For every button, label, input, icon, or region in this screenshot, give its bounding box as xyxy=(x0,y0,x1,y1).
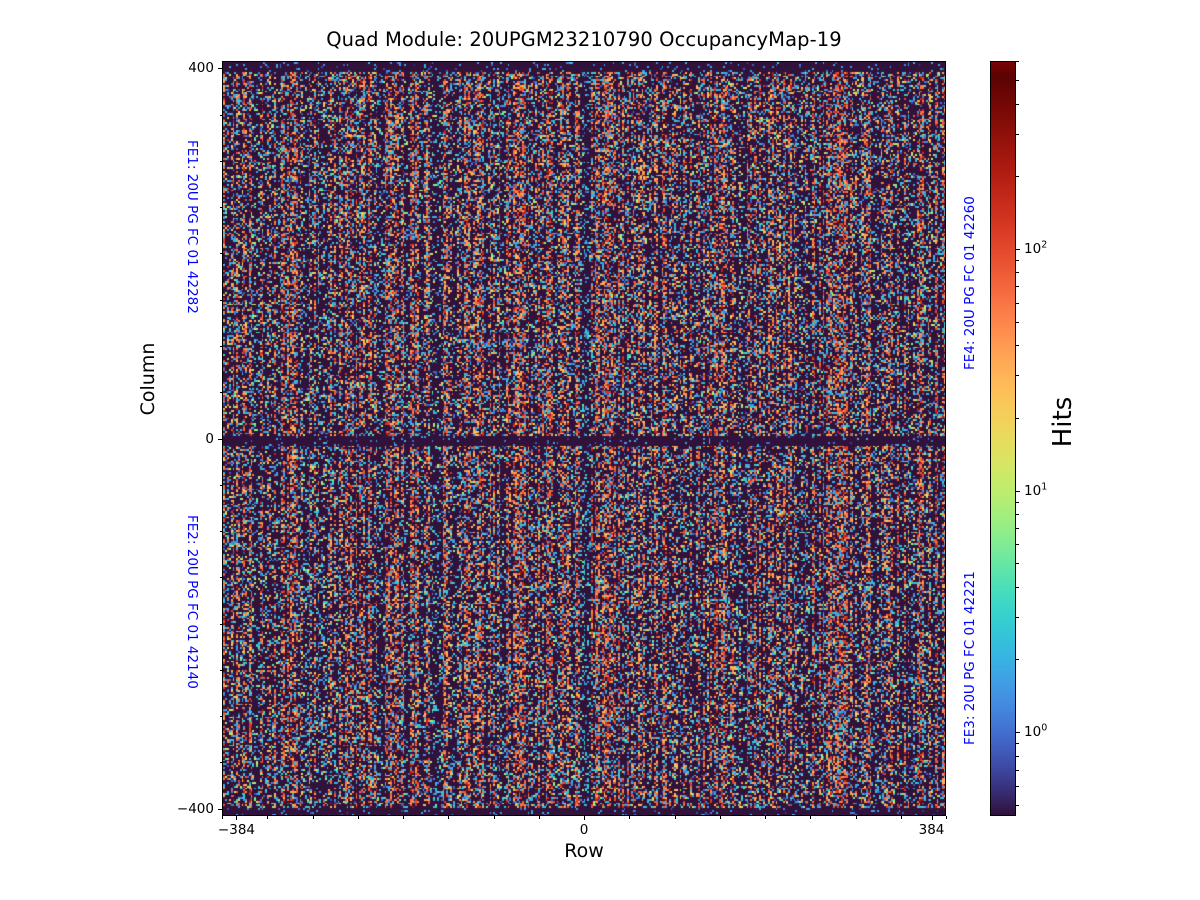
y-major-tick xyxy=(218,438,222,440)
y-minor-tick xyxy=(219,253,222,255)
occupancy-heatmap-axes xyxy=(222,61,946,816)
colorbar-minor-tick xyxy=(1016,755,1019,757)
x-minor-tick xyxy=(765,816,766,819)
y-tick-label: 0 xyxy=(205,430,214,447)
x-minor-tick xyxy=(629,816,631,819)
colorbar-minor-tick xyxy=(1016,176,1019,178)
colorbar-minor-tick xyxy=(1016,321,1019,323)
colorbar-major-tick xyxy=(1016,249,1020,250)
colorbar-minor-tick xyxy=(1016,514,1019,516)
x-minor-tick xyxy=(810,816,812,819)
x-major-tick xyxy=(931,816,933,820)
y-tick-label: −400 xyxy=(176,800,214,817)
colorbar-minor-tick xyxy=(1016,80,1019,82)
y-minor-tick xyxy=(219,207,222,209)
page-title: Quad Module: 20UPGM23210790 OccupancyMap… xyxy=(326,28,842,51)
colorbar-minor-tick xyxy=(1016,804,1019,806)
x-minor-tick xyxy=(538,816,540,819)
colorbar-tick-label: 101 xyxy=(1024,481,1048,499)
colorbar-minor-tick xyxy=(1016,133,1019,135)
colorbar-minor-tick xyxy=(1016,659,1019,661)
x-minor-tick xyxy=(719,816,721,819)
y-minor-tick xyxy=(219,160,222,162)
colorbar-minor-tick xyxy=(1016,769,1019,771)
colorbar-minor-tick xyxy=(1016,260,1019,262)
y-tick-label: 400 xyxy=(188,60,214,77)
colorbar-tick-label: 100 xyxy=(1024,722,1048,741)
colorbar-minor-tick xyxy=(1016,302,1019,304)
colorbar-minor-tick xyxy=(1016,375,1019,377)
colorbar xyxy=(990,61,1016,816)
colorbar-minor-tick xyxy=(1016,103,1019,105)
x-minor-tick xyxy=(900,816,902,819)
x-tick-label: −384 xyxy=(217,822,256,838)
colorbar-minor-tick xyxy=(1016,544,1019,546)
colorbar-minor-tick xyxy=(1016,586,1019,588)
colorbar-minor-tick xyxy=(1016,417,1019,419)
y-minor-tick xyxy=(219,484,222,486)
x-minor-tick xyxy=(674,816,676,819)
x-minor-tick xyxy=(946,816,947,819)
x-minor-tick xyxy=(312,816,314,819)
y-axis-label: Column xyxy=(137,342,159,416)
y-minor-tick xyxy=(219,762,222,764)
colorbar-minor-tick xyxy=(1016,61,1019,62)
colorbar-major-tick xyxy=(1016,490,1020,492)
y-minor-tick xyxy=(219,345,222,347)
colorbar-minor-tick xyxy=(1016,563,1019,565)
colorbar-minor-tick xyxy=(1016,501,1019,503)
y-minor-tick xyxy=(219,392,222,394)
x-minor-tick xyxy=(403,816,404,819)
x-minor-tick xyxy=(357,816,359,819)
y-minor-tick xyxy=(219,716,222,718)
annotation-fe2: FE2: 20U PG FC 01 42140 xyxy=(184,515,200,689)
colorbar-minor-tick xyxy=(1016,345,1019,347)
heatmap-image xyxy=(223,62,945,815)
y-minor-tick xyxy=(219,299,222,301)
colorbar-minor-tick xyxy=(1016,272,1019,274)
colorbar-minor-tick xyxy=(1016,286,1019,288)
colorbar-major-tick xyxy=(1016,732,1020,734)
y-major-tick xyxy=(218,808,222,810)
x-minor-tick xyxy=(493,816,495,819)
x-tick-label: 384 xyxy=(918,822,945,838)
colorbar-tick-label: 102 xyxy=(1024,239,1048,257)
colorbar-minor-tick xyxy=(1016,743,1019,745)
colorbar-minor-tick xyxy=(1016,616,1019,618)
colorbar-minor-tick xyxy=(1016,528,1019,530)
colorbar-label: Hits xyxy=(1048,396,1078,448)
colorbar-minor-tick xyxy=(1016,785,1019,787)
y-minor-tick xyxy=(219,577,222,579)
y-minor-tick xyxy=(219,669,222,671)
x-minor-tick xyxy=(267,816,269,819)
x-minor-tick xyxy=(855,816,857,819)
colorbar-gradient xyxy=(991,62,1015,815)
annotation-fe4: FE4: 20U PG FC 01 42260 xyxy=(962,196,978,370)
x-major-tick xyxy=(584,816,585,820)
x-axis-label: Row xyxy=(564,840,604,862)
x-minor-tick xyxy=(222,816,223,819)
y-major-tick xyxy=(218,68,222,70)
x-tick-label: 0 xyxy=(579,822,589,838)
y-minor-tick xyxy=(219,114,222,116)
y-minor-tick xyxy=(219,623,222,625)
annotation-fe1: FE1: 20U PG FC 01 42282 xyxy=(184,140,200,314)
x-major-tick xyxy=(236,816,238,820)
y-minor-tick xyxy=(219,531,222,533)
annotation-fe3: FE3: 20U PG FC 01 42221 xyxy=(962,571,978,745)
x-minor-tick xyxy=(448,816,450,819)
